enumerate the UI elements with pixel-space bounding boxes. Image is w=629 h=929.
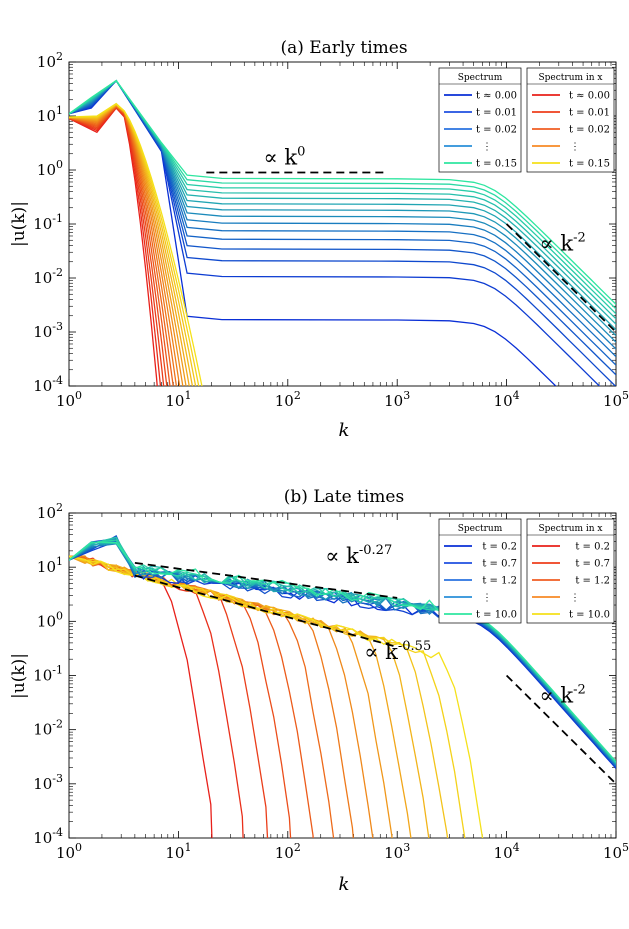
x-tick-label: 104: [494, 841, 520, 862]
legend-entry: t = 10.0: [569, 610, 610, 621]
legend-entry: t ≈ 0.00: [476, 91, 517, 102]
spectrum-series: [69, 79, 616, 386]
panel-a-ylabel: |u(k)|: [9, 201, 29, 247]
spectrum-series: [69, 79, 616, 315]
spectrum-in-x-series: [69, 555, 244, 838]
x-tick-label: 100: [56, 841, 82, 862]
legend-entry: ⋮: [570, 142, 580, 153]
legend-entry: t = 0.7: [482, 559, 517, 570]
y-tick-label: 10-2: [33, 718, 63, 739]
spectrum-series: [69, 79, 616, 358]
spectrum-in-x-series: [69, 555, 314, 838]
spectrum-in-x-series: [69, 106, 165, 386]
spectrum-series: [69, 79, 601, 386]
panel-b-xlabel: k: [339, 874, 350, 895]
y-tick-label: 100: [37, 609, 63, 630]
legend-entry: t = 1.2: [482, 576, 517, 587]
spectrum-in-x-series: [69, 555, 354, 838]
legend-entry: ⋮: [482, 593, 492, 604]
spectrum-series: [69, 79, 616, 331]
y-tick-label: 10-3: [33, 320, 63, 341]
x-tick-label: 103: [384, 389, 410, 410]
spectrum-series: [69, 541, 616, 763]
slope-annotation: ∝ k-0.27: [325, 543, 392, 568]
spectrum-series: [69, 79, 616, 376]
legend-entry: t = 0.01: [476, 108, 517, 119]
legend-title: Spectrum: [458, 73, 503, 83]
panel-a-xlabel: k: [339, 420, 350, 441]
legend-entry: t = 0.01: [569, 108, 610, 119]
legend-entry: t = 0.15: [569, 159, 610, 170]
legend-entry: t = 0.2: [575, 542, 610, 553]
x-tick-label: 101: [165, 389, 191, 410]
spectrum-in-x-series: [69, 555, 393, 838]
y-tick-label: 10-1: [33, 212, 63, 233]
slope-annotation: ∝ k-2: [540, 231, 586, 256]
legend-entry: t = 0.02: [476, 125, 517, 136]
legend-entry: t = 0.7: [575, 559, 610, 570]
y-tick-label: 10-2: [33, 266, 63, 287]
spectrum-series: [69, 79, 616, 305]
x-tick-label: 101: [165, 841, 191, 862]
x-tick-label: 100: [56, 389, 82, 410]
spectrum-in-x-series: [69, 555, 484, 838]
legend-entry: ⋮: [570, 593, 580, 604]
spectrum-series: [69, 79, 557, 386]
legend-entry: t ≈ 0.00: [569, 91, 610, 102]
legend-entry: t = 0.02: [569, 125, 610, 136]
spectrum-in-x-series: [69, 555, 213, 838]
x-tick-label: 105: [603, 841, 629, 862]
panel-b-ylabel: |u(k)|: [9, 653, 29, 699]
spectrum-series: [69, 79, 616, 350]
y-tick-label: 10-3: [33, 772, 63, 793]
x-tick-label: 105: [603, 389, 629, 410]
spectrum-series: [69, 79, 616, 337]
y-tick-label: 101: [37, 555, 63, 576]
spectrum-series: [69, 79, 616, 366]
spectrum-in-x-series: [69, 102, 203, 386]
legend-entry: t = 0.15: [476, 159, 517, 170]
x-tick-label: 102: [275, 841, 301, 862]
spectrum-in-x-series: [69, 107, 158, 386]
panel-b-title: (b) Late times: [284, 487, 404, 507]
panel-a: (a) Early times 100 101 102 103 104 10510-410…: [9, 38, 629, 441]
legend-title: Spectrum in x: [538, 73, 602, 83]
spectrum-series: [69, 79, 616, 343]
legend-box: [438, 67, 522, 173]
panel-b: (b) Late times 100 101 102 103 104 10510-410-…: [9, 487, 629, 895]
x-tick-label: 104: [494, 389, 520, 410]
panel-b-plot-area: 100 101 102 103 104 10510-410-310-210-1100101…: [33, 501, 629, 862]
slope-guide-line: [134, 561, 398, 599]
legend-box: [526, 518, 615, 624]
slope-annotation: ∝ k-0.55: [364, 639, 431, 664]
spectrum-series: [69, 79, 616, 320]
slope-annotation: ∝ k0: [264, 144, 306, 169]
y-tick-label: 10-1: [33, 664, 63, 685]
x-tick-label: 103: [384, 841, 410, 862]
slope-annotation: ∝ k-2: [540, 682, 586, 707]
legend-entry: t = 10.0: [476, 610, 517, 621]
legend-box: [526, 67, 615, 173]
legend-title: Spectrum: [458, 524, 503, 534]
legend-title: Spectrum in x: [538, 524, 602, 534]
y-tick-label: 102: [37, 50, 63, 71]
slope-guide-line: [134, 574, 398, 648]
y-tick-label: 101: [37, 104, 63, 125]
legend-entry: t = 0.2: [482, 542, 517, 553]
panel-a-plot-area: 100 101 102 103 104 10510-410-310-210-1100101…: [33, 50, 629, 410]
legend-entry: t = 1.2: [575, 576, 610, 587]
spectrum-series: [69, 79, 616, 325]
y-tick-label: 100: [37, 158, 63, 179]
y-tick-label: 102: [37, 501, 63, 522]
legend-entry: ⋮: [482, 142, 492, 153]
panel-a-title: (a) Early times: [280, 38, 407, 58]
legend-box: [438, 518, 522, 624]
spectrum-series: [69, 79, 616, 310]
x-tick-label: 102: [275, 389, 301, 410]
spectrum-in-x-series: [69, 555, 269, 838]
